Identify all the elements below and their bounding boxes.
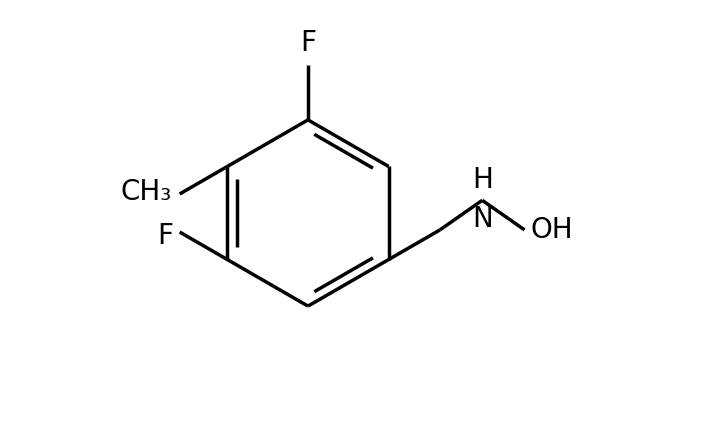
Text: CH₃: CH₃ (121, 178, 172, 206)
Text: F: F (300, 29, 316, 57)
Text: OH: OH (531, 216, 574, 244)
Text: F: F (158, 222, 174, 250)
Text: H: H (472, 166, 493, 194)
Text: N: N (472, 204, 493, 233)
